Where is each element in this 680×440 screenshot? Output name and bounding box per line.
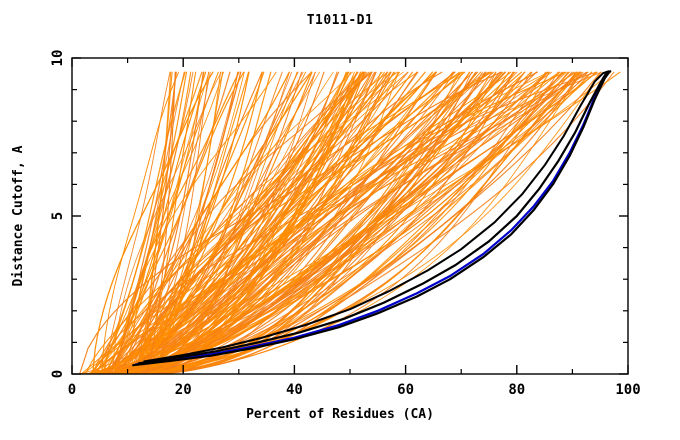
prediction-curve bbox=[116, 71, 566, 374]
prediction-curve bbox=[129, 71, 550, 374]
prediction-curve bbox=[143, 71, 176, 374]
prediction-curve bbox=[92, 71, 214, 374]
x-tick-label: 40 bbox=[286, 382, 303, 398]
y-axis-title: Distance Cutoff, A bbox=[11, 145, 26, 286]
x-tick-label: 20 bbox=[175, 382, 192, 398]
prediction-curve bbox=[144, 71, 353, 374]
prediction-curve bbox=[139, 71, 396, 374]
x-tick-label: 80 bbox=[508, 382, 525, 398]
prediction-curve bbox=[105, 71, 177, 374]
prediction-curve bbox=[82, 71, 492, 374]
prediction-curve bbox=[124, 71, 385, 374]
prediction-curve bbox=[129, 71, 581, 374]
prediction-curve bbox=[137, 71, 471, 374]
axis-ticks-layer bbox=[71, 57, 629, 375]
prediction-curve bbox=[102, 71, 277, 374]
prediction-curve bbox=[89, 71, 210, 374]
prediction-curve bbox=[103, 71, 290, 374]
x-tick-label: 100 bbox=[615, 382, 640, 398]
y-tick-label: 5 bbox=[50, 212, 66, 220]
prediction-curve bbox=[107, 71, 370, 374]
prediction-curve bbox=[150, 71, 589, 374]
prediction-curve bbox=[156, 71, 483, 374]
prediction-curve bbox=[113, 71, 245, 374]
prediction-curve bbox=[90, 71, 460, 374]
x-tick-label: 0 bbox=[68, 382, 76, 398]
prediction-curve bbox=[105, 71, 589, 374]
prediction-curve bbox=[114, 71, 426, 374]
prediction-curve bbox=[135, 71, 350, 374]
prediction-curve bbox=[137, 71, 474, 374]
series-highlight-black-2 bbox=[137, 70, 612, 365]
prediction-curve bbox=[108, 71, 363, 374]
prediction-curve bbox=[133, 71, 601, 374]
prediction-curve bbox=[91, 71, 621, 374]
prediction-curve bbox=[132, 71, 581, 374]
prediction-curve bbox=[117, 71, 580, 374]
prediction-curve bbox=[103, 71, 584, 374]
x-axis-title: Percent of Residues (CA) bbox=[246, 407, 434, 422]
axis-labels-layer: 0 20 40 60 80 100 0 5 10 bbox=[50, 50, 641, 398]
prediction-curve bbox=[102, 71, 239, 374]
prediction-curve bbox=[86, 71, 391, 374]
prediction-curve bbox=[100, 71, 577, 374]
prediction-curve bbox=[99, 71, 320, 374]
page-title: T1011-D1 bbox=[306, 13, 374, 28]
prediction-curve bbox=[114, 71, 533, 374]
prediction-curve bbox=[128, 71, 490, 374]
x-tick-label: 60 bbox=[397, 382, 414, 398]
prediction-curve bbox=[142, 71, 494, 374]
prediction-curve bbox=[99, 71, 186, 374]
prediction-curve bbox=[103, 71, 504, 374]
prediction-curve bbox=[121, 71, 373, 374]
prediction-curve bbox=[136, 71, 265, 374]
prediction-curve bbox=[116, 71, 516, 374]
y-tick-label: 0 bbox=[50, 370, 66, 378]
prediction-curve bbox=[138, 71, 172, 374]
series-highlight-black-3 bbox=[143, 70, 610, 363]
prediction-curve bbox=[127, 71, 587, 374]
prediction-curve bbox=[101, 71, 409, 374]
prediction-curve bbox=[108, 71, 239, 374]
prediction-curve bbox=[101, 71, 180, 374]
curves-layer bbox=[78, 70, 621, 374]
prediction-curve bbox=[94, 71, 383, 374]
y-tick-label: 10 bbox=[50, 50, 66, 67]
prediction-curve bbox=[111, 71, 358, 374]
prediction-curve bbox=[103, 71, 207, 374]
prediction-curve bbox=[79, 71, 502, 374]
series-highlight-black-1 bbox=[132, 71, 611, 367]
prediction-curve bbox=[111, 71, 222, 374]
